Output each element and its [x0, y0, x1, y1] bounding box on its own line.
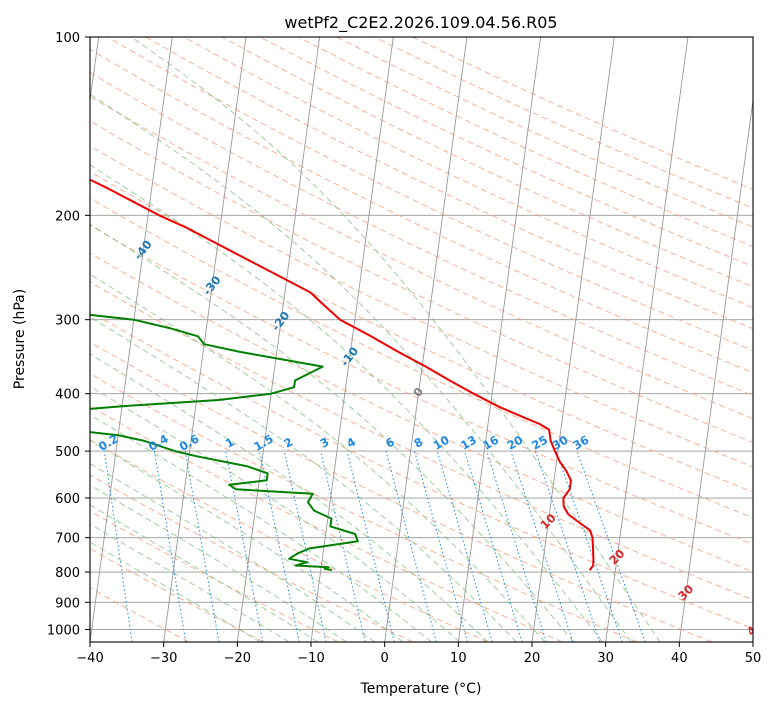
y-tick-label: 500	[55, 445, 80, 460]
chart-title: wetPf2_C2E2.2026.109.04.56.R05	[284, 13, 557, 33]
x-tick-label: 20	[524, 651, 541, 666]
x-tick-label: 50	[745, 651, 762, 666]
x-tick-label: 10	[450, 651, 467, 666]
y-tick-label: 1000	[47, 623, 80, 638]
x-tick-label: 40	[671, 651, 688, 666]
y-axis-label: Pressure (hPa)	[12, 289, 28, 389]
y-tick-label: 300	[55, 314, 80, 329]
y-tick-label: 600	[55, 492, 80, 507]
x-tick-label: 0	[381, 651, 389, 666]
x-axis-label: Temperature (°C)	[360, 681, 482, 697]
x-tick-label: −30	[150, 651, 177, 666]
y-tick-label: 200	[55, 209, 80, 224]
y-tick-label: 400	[55, 388, 80, 403]
y-tick-label: 900	[55, 596, 80, 611]
y-tick-label: 100	[55, 31, 80, 46]
x-tick-label: −40	[76, 651, 103, 666]
y-tick-label: 700	[55, 532, 80, 547]
y-tick-label: 800	[55, 566, 80, 581]
x-tick-label: −20	[224, 651, 251, 666]
x-tick-label: −10	[297, 651, 324, 666]
x-tick-label: 30	[597, 651, 614, 666]
